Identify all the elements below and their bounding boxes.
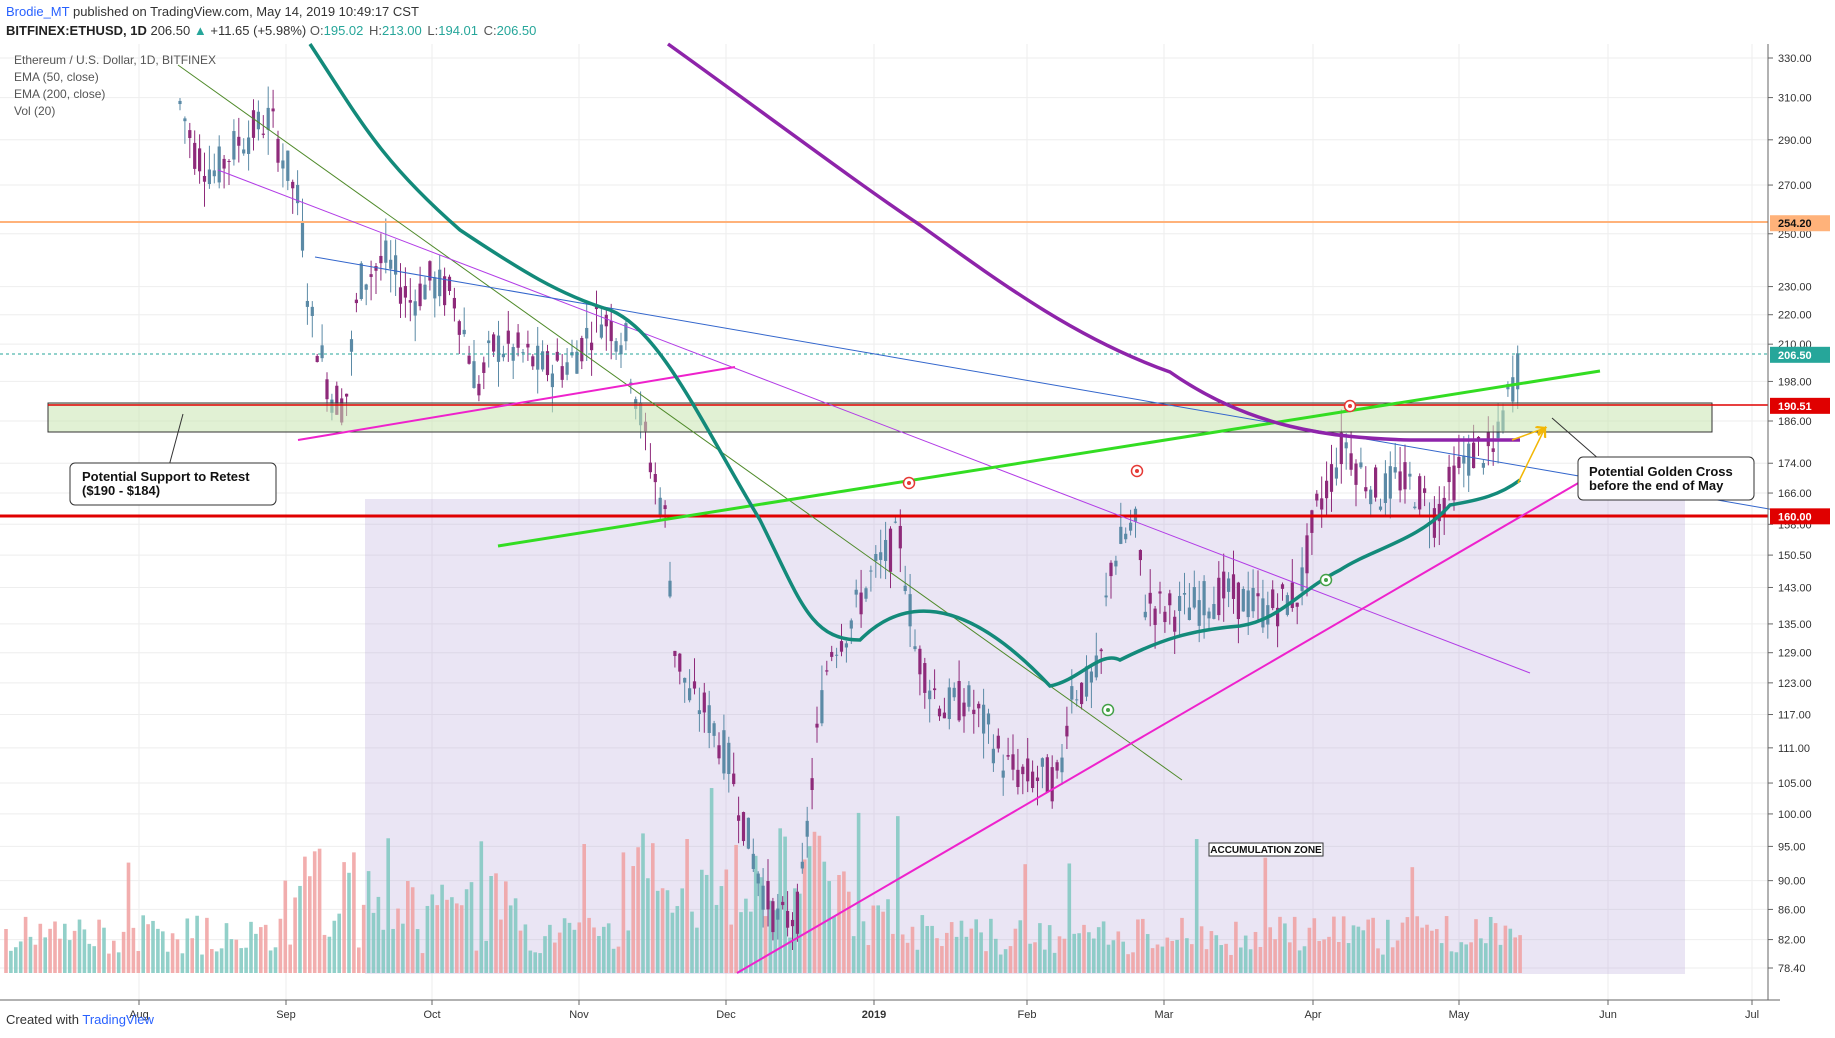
ema-200-line xyxy=(666,42,1520,442)
svg-text:ACCUMULATION ZONE: ACCUMULATION ZONE xyxy=(1210,845,1322,856)
price-tick-14: 143.00 xyxy=(1778,582,1812,594)
price-label-2: 190.51 xyxy=(1770,397,1830,414)
price-tick-10: 174.00 xyxy=(1778,458,1812,470)
time-tick-2: Oct xyxy=(423,1009,440,1021)
price-tick-8: 198.00 xyxy=(1778,376,1812,388)
price-tick-4: 250.00 xyxy=(1778,229,1812,241)
high-value: 213.00 xyxy=(382,23,422,38)
price-tick-15: 135.00 xyxy=(1778,619,1812,631)
legend-entry-1: EMA (50, close) xyxy=(14,70,99,84)
time-tick-11: Jul xyxy=(1745,1009,1759,1021)
signal-marker-1 xyxy=(1130,464,1144,478)
trendline-magenta-rising xyxy=(736,481,1581,974)
trendline-blue xyxy=(314,256,1776,511)
price-tick-24: 86.00 xyxy=(1778,904,1806,916)
price-tick-23: 90.00 xyxy=(1778,876,1806,888)
price-tick-0: 330.00 xyxy=(1778,53,1812,65)
time-tick-9: May xyxy=(1449,1009,1470,1021)
trendline-olive xyxy=(177,64,1183,781)
price-tick-20: 105.00 xyxy=(1778,778,1812,790)
trendline-magenta-short xyxy=(297,366,736,441)
support-note-line2: ($190 - $184) xyxy=(82,483,160,498)
accumulation-zone-tag: ACCUMULATION ZONE xyxy=(1208,842,1324,857)
price-tick-21: 100.00 xyxy=(1778,809,1812,821)
up-arrow-icon: ▲ xyxy=(193,23,207,38)
support-callout: Potential Support to Retest ($190 - $184… xyxy=(69,413,277,506)
support-note-line1: Potential Support to Retest xyxy=(82,469,250,484)
svg-text:190.51: 190.51 xyxy=(1778,401,1812,413)
high-label: H: xyxy=(369,23,382,38)
golden-cross-note-line2: before the end of May xyxy=(1589,478,1724,493)
tradingview-logo-link[interactable]: TradingView xyxy=(82,1012,154,1027)
open-value: 195.02 xyxy=(323,23,364,38)
low-label: L: xyxy=(427,23,439,38)
publish-info: published on TradingView.com, May 14, 20… xyxy=(72,4,419,19)
time-tick-8: Apr xyxy=(1304,1009,1321,1021)
time-axis[interactable]: Aug Sep Oct Nov Dec 2019 Feb Mar Apr May Jun Jul xyxy=(129,1000,1759,1021)
footer: Created with TradingView xyxy=(6,1012,154,1027)
chart-header: Brodie_MT published on TradingView.com, … xyxy=(6,2,538,40)
support-box xyxy=(47,402,1713,433)
price-tick-25: 82.00 xyxy=(1778,935,1806,947)
trendline-green xyxy=(497,369,1601,548)
candles xyxy=(178,86,1520,950)
price-label-1: 206.50 xyxy=(1770,346,1830,363)
golden-cross-arrows xyxy=(1511,428,1545,484)
time-tick-5: 2019 xyxy=(862,1009,886,1021)
price-tick-1: 310.00 xyxy=(1778,93,1812,105)
time-tick-6: Feb xyxy=(1018,1009,1037,1021)
time-tick-7: Mar xyxy=(1155,1009,1174,1021)
price-tick-16: 129.00 xyxy=(1778,648,1812,660)
volume-bars xyxy=(4,788,1522,973)
time-tick-10: Jun xyxy=(1599,1009,1617,1021)
price-tick-19: 111.00 xyxy=(1778,743,1810,755)
author-link[interactable]: Brodie_MT xyxy=(6,4,70,19)
price-tick-18: 117.00 xyxy=(1778,710,1811,722)
symbol-line: BITFINEX:ETHUSD, 1D 206.50 ▲ +11.65 (+5.… xyxy=(6,21,538,40)
signal-marker-4 xyxy=(1319,573,1333,587)
symbol: BITFINEX:ETHUSD, 1D xyxy=(6,23,147,38)
price-tick-5: 230.00 xyxy=(1778,282,1812,294)
time-tick-0: Aug xyxy=(129,1009,149,1021)
svg-text:254.20: 254.20 xyxy=(1778,218,1812,230)
golden-cross-note-line1: Potential Golden Cross xyxy=(1589,464,1733,479)
signal-marker-0 xyxy=(902,476,916,490)
price-tick-17: 123.00 xyxy=(1778,678,1812,690)
price-tick-6: 220.00 xyxy=(1778,310,1812,322)
signal-marker-3 xyxy=(1101,703,1115,717)
price-label-3: 160.00 xyxy=(1770,508,1830,525)
price-tick-3: 270.00 xyxy=(1778,180,1812,192)
price-tick-13: 150.50 xyxy=(1778,550,1812,562)
legend-entry-0: Ethereum / U.S. Dollar, 1D, BITFINEX xyxy=(14,53,216,67)
price-tick-11: 166.00 xyxy=(1778,488,1812,500)
chart-legend: Ethereum / U.S. Dollar, 1D, BITFINEX EMA … xyxy=(14,53,216,118)
publish-line: Brodie_MT published on TradingView.com, … xyxy=(6,2,538,21)
close-value: 206.50 xyxy=(496,23,537,38)
created-with: Created with xyxy=(6,1012,79,1027)
time-tick-3: Nov xyxy=(569,1009,589,1021)
time-tick-4: Dec xyxy=(716,1009,736,1021)
grid xyxy=(0,44,1768,1000)
close-label: C: xyxy=(483,23,497,38)
price-tick-9: 186.00 xyxy=(1778,416,1812,428)
signal-marker-2 xyxy=(1343,399,1357,413)
open-label: O: xyxy=(309,23,324,38)
price-label-0: 254.20 xyxy=(1770,215,1830,232)
low-value: 194.01 xyxy=(438,23,478,38)
price-tick-26: 78.40 xyxy=(1778,963,1806,975)
legend-entry-3: Vol (20) xyxy=(14,104,55,118)
price-labels: 254.20 206.50 190.51 160.00 xyxy=(1770,215,1830,525)
last-price: 206.50 xyxy=(150,23,191,38)
legend-entry-2: EMA (200, close) xyxy=(14,87,105,101)
price-tick-2: 290.00 xyxy=(1778,135,1812,147)
svg-text:160.00: 160.00 xyxy=(1778,511,1812,523)
time-tick-1: Sep xyxy=(276,1009,296,1021)
ema-50-line xyxy=(308,43,1522,688)
change: +11.65 (+5.98%) xyxy=(210,23,307,38)
signal-markers xyxy=(902,399,1357,717)
golden-cross-callout: Potential Golden Cross before the end of… xyxy=(1551,417,1755,501)
svg-text:206.50: 206.50 xyxy=(1778,350,1812,362)
price-tick-22: 95.00 xyxy=(1778,841,1806,853)
